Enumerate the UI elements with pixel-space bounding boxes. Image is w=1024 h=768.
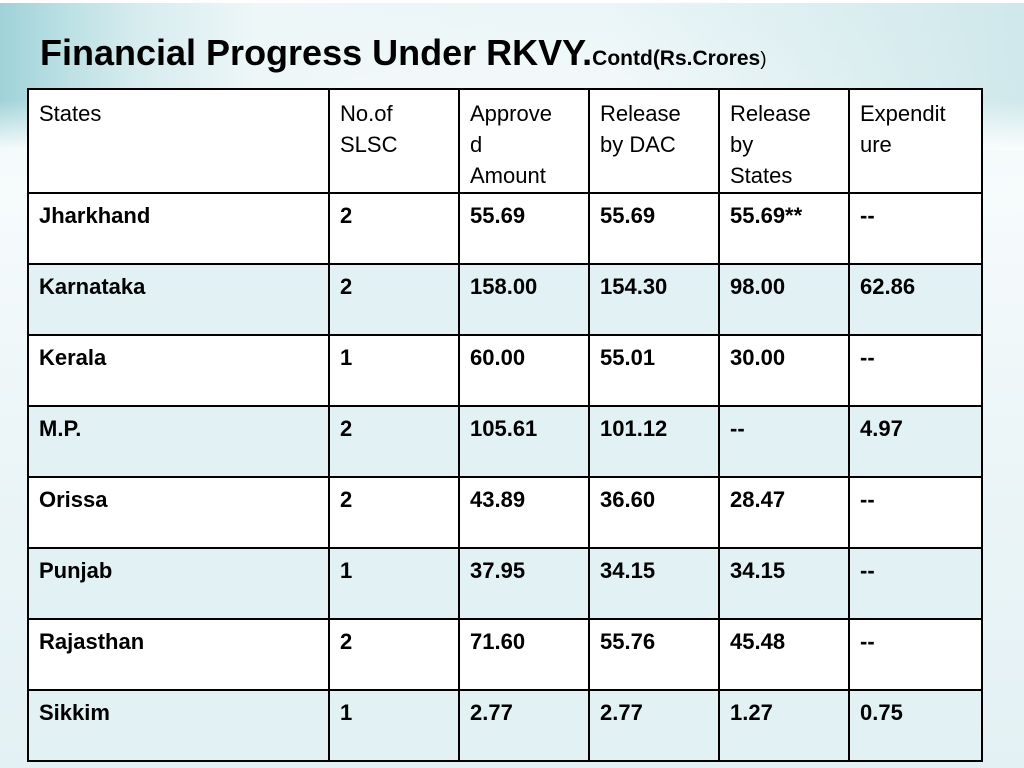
cell-state: Orissa xyxy=(27,476,330,549)
header-line: States xyxy=(730,163,793,188)
cell-state: Punjab xyxy=(27,547,330,620)
header-line: Amount xyxy=(470,163,546,188)
header-line: Approve xyxy=(470,101,552,126)
header-line: by DAC xyxy=(600,132,676,157)
cell-release-states: 30.00 xyxy=(718,334,850,407)
cell-state: Rajasthan xyxy=(27,618,330,691)
cell-approved: 2.77 xyxy=(458,689,590,762)
header-states-line: States xyxy=(39,101,102,126)
header-approved-amount: Approve d Amount xyxy=(458,88,590,194)
cell-release-states: 98.00 xyxy=(718,263,850,336)
header-line: Release xyxy=(730,101,811,126)
cell-slsc: 2 xyxy=(328,618,460,691)
cell-approved: 55.69 xyxy=(458,192,590,265)
header-states: States xyxy=(27,88,330,194)
cell-release-dac: 2.77 xyxy=(588,689,720,762)
header-line: SLSC xyxy=(340,132,398,157)
cell-release-states: -- xyxy=(718,405,850,478)
cell-release-states: 28.47 xyxy=(718,476,850,549)
cell-release-states: 55.69** xyxy=(718,192,850,265)
cell-slsc: 2 xyxy=(328,405,460,478)
cell-expenditure: -- xyxy=(848,476,983,549)
header-line: Expendit xyxy=(860,101,946,126)
cell-approved: 37.95 xyxy=(458,547,590,620)
cell-expenditure: 0.75 xyxy=(848,689,983,762)
cell-expenditure: -- xyxy=(848,192,983,265)
table-header-row: States No.of SLSC Approve d Amount Relea… xyxy=(27,88,983,194)
cell-expenditure: 62.86 xyxy=(848,263,983,336)
table-row: Kerala 1 60.00 55.01 30.00 -- xyxy=(27,334,983,407)
header-line: by xyxy=(730,132,754,157)
slide-title-main: Financial Progress Under RKVY. xyxy=(40,32,593,73)
slide-title: Financial Progress Under RKVY.Contd(Rs.C… xyxy=(40,32,767,74)
cell-approved: 71.60 xyxy=(458,618,590,691)
table-row: Orissa 2 43.89 36.60 28.47 -- xyxy=(27,476,983,549)
table-row: Rajasthan 2 71.60 55.76 45.48 -- xyxy=(27,618,983,691)
cell-approved: 60.00 xyxy=(458,334,590,407)
cell-expenditure: -- xyxy=(848,618,983,691)
table-row: Jharkhand 2 55.69 55.69 55.69** -- xyxy=(27,192,983,265)
cell-slsc: 1 xyxy=(328,547,460,620)
cell-state: Karnataka xyxy=(27,263,330,336)
cell-release-dac: 154.30 xyxy=(588,263,720,336)
cell-slsc: 1 xyxy=(328,689,460,762)
cell-state: Jharkhand xyxy=(27,192,330,265)
cell-state: M.P. xyxy=(27,405,330,478)
cell-slsc: 1 xyxy=(328,334,460,407)
slide-title-close: ) xyxy=(760,49,767,70)
cell-slsc: 2 xyxy=(328,192,460,265)
cell-approved: 158.00 xyxy=(458,263,590,336)
header-no-of-slsc: No.of SLSC xyxy=(328,88,460,194)
cell-expenditure: -- xyxy=(848,547,983,620)
cell-expenditure: -- xyxy=(848,334,983,407)
cell-release-states: 45.48 xyxy=(718,618,850,691)
header-line: No.of xyxy=(340,101,393,126)
slide-title-sub: Contd(Rs.Crores xyxy=(592,47,761,70)
cell-state: Sikkim xyxy=(27,689,330,762)
cell-release-dac: 55.69 xyxy=(588,192,720,265)
table-row: M.P. 2 105.61 101.12 -- 4.97 xyxy=(27,405,983,478)
table-row: Punjab 1 37.95 34.15 34.15 -- xyxy=(27,547,983,620)
cell-release-dac: 34.15 xyxy=(588,547,720,620)
cell-approved: 43.89 xyxy=(458,476,590,549)
cell-release-states: 34.15 xyxy=(718,547,850,620)
header-line: ure xyxy=(860,132,892,157)
header-release-by-dac: Release by DAC xyxy=(588,88,720,194)
cell-release-dac: 36.60 xyxy=(588,476,720,549)
cell-slsc: 2 xyxy=(328,263,460,336)
cell-expenditure: 4.97 xyxy=(848,405,983,478)
header-release-by-states: Release by States xyxy=(718,88,850,194)
header-line: Release xyxy=(600,101,681,126)
header-expenditure: Expendit ure xyxy=(848,88,983,194)
cell-release-dac: 55.01 xyxy=(588,334,720,407)
table-row: Sikkim 1 2.77 2.77 1.27 0.75 xyxy=(27,689,983,762)
cell-release-dac: 101.12 xyxy=(588,405,720,478)
table-row: Karnataka 2 158.00 154.30 98.00 62.86 xyxy=(27,263,983,336)
cell-slsc: 2 xyxy=(328,476,460,549)
cell-state: Kerala xyxy=(27,334,330,407)
cell-approved: 105.61 xyxy=(458,405,590,478)
financial-progress-table: States No.of SLSC Approve d Amount Relea… xyxy=(27,88,983,762)
cell-release-states: 1.27 xyxy=(718,689,850,762)
header-line: d xyxy=(470,132,483,157)
cell-release-dac: 55.76 xyxy=(588,618,720,691)
top-line xyxy=(0,0,1024,3)
